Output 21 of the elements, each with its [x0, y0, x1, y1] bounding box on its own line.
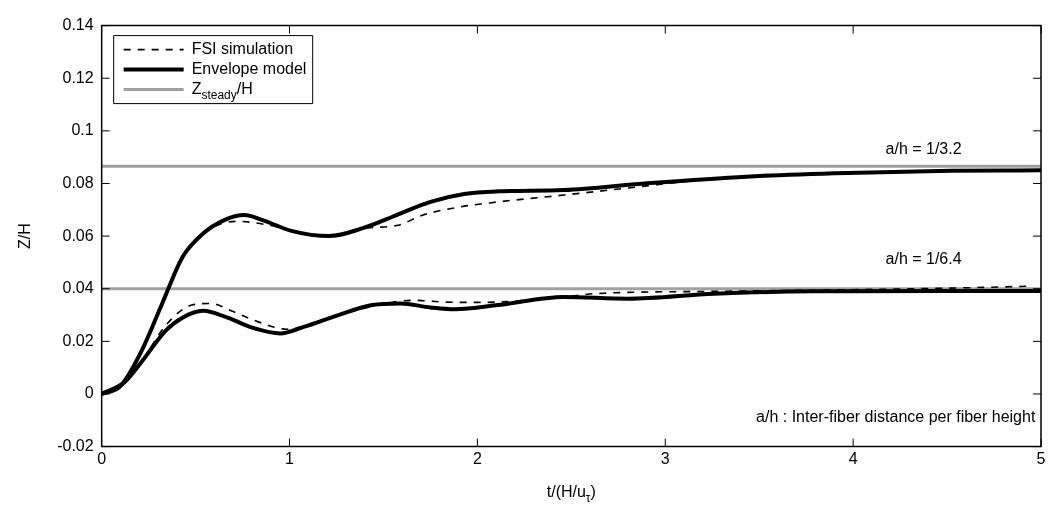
y-tick-label: 0.02 — [62, 331, 94, 349]
x-tick-label: 0 — [97, 449, 107, 467]
x-tick-label: 2 — [472, 449, 482, 467]
y-tick-label: 0.14 — [62, 16, 94, 34]
x-tick-label: 5 — [1036, 449, 1046, 467]
x-tick-label: 4 — [848, 449, 858, 467]
y-tick-label: 0 — [84, 384, 94, 402]
annotation: a/h : Inter-fiber distance per fiber height — [756, 407, 1036, 425]
x-tick-label: 1 — [285, 449, 295, 467]
y-tick-label: 0.1 — [71, 121, 94, 139]
y-tick-label: 0.12 — [62, 68, 94, 86]
legend-label: FSI simulation — [191, 40, 294, 58]
y-axis-title: Z/H — [16, 223, 34, 249]
y-tick-label: 0.08 — [62, 173, 94, 191]
x-tick-label: 3 — [660, 449, 670, 467]
annotation: a/h = 1/6.4 — [885, 249, 962, 267]
annotation: a/h = 1/3.2 — [885, 140, 962, 158]
y-tick-label: -0.02 — [57, 437, 94, 455]
y-tick-label: 0.06 — [62, 226, 94, 244]
legend-label: Envelope model — [191, 60, 307, 78]
y-tick-label: 0.04 — [62, 279, 94, 297]
